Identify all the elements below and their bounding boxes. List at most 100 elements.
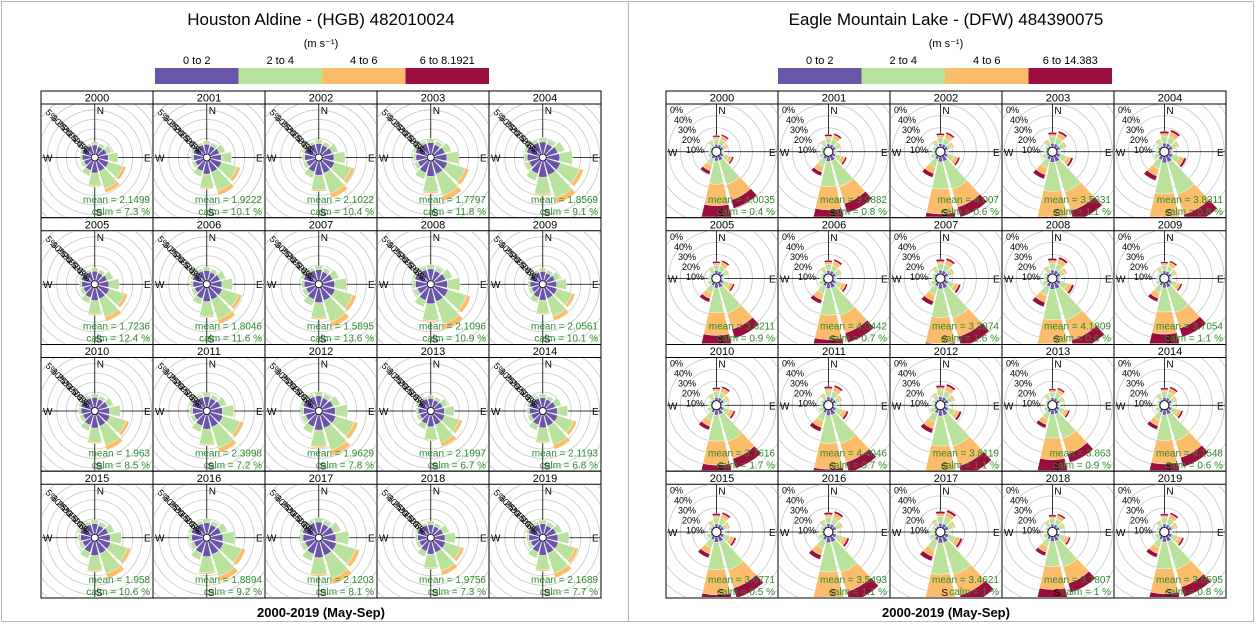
calm-circle [1047,527,1058,537]
panel-calm: calm = 1.6 % [941,334,999,345]
chart-title: Eagle Mountain Lake - (DFW) 484390075 [789,10,1104,29]
rose-wedge [456,167,470,186]
panel-mean: mean = 2.1689 [531,575,598,586]
panel-mean: mean = 1.963 [89,448,151,459]
rose-wedge [818,153,825,159]
ring-label: 10% [910,145,928,155]
ring-label: 30% [1126,379,1144,389]
rose-wedge [945,131,955,139]
rose-wedge [83,521,91,528]
compass-n: N [97,360,104,371]
rose-wedge [202,518,212,524]
compass-w: W [491,153,501,164]
compass-w: W [1116,275,1126,286]
rose-wedge [724,142,730,149]
rose-wedge [930,280,937,286]
rose-wedge [523,143,531,153]
panel-calm: calm = 7.3 % [428,587,486,598]
ring-label: 0% [1118,232,1131,242]
calm-circle [202,533,211,542]
rose-wedge [1048,388,1057,392]
rose-wedge [552,436,571,450]
compass-s: S [96,461,103,472]
rose-wedge [534,569,551,572]
panel-calm: calm = 0.9 % [1053,460,1111,471]
rose-wedge [411,270,419,280]
rose-wedge [1041,153,1049,160]
rose-wedge [426,138,436,144]
rose-wedge [846,577,879,597]
rose-wedge [526,533,530,542]
compass-s: S [96,335,103,346]
rose-wedge [232,420,245,438]
rose-wedge [78,541,86,550]
rose-wedge [78,398,85,407]
rose-wedge [415,399,421,408]
rose-wedge [708,526,713,531]
rose-wedge [959,580,994,597]
rose-wedge [439,398,449,408]
panel-calm: calm = 7.3 % [92,207,150,218]
ring-label: 0% [670,105,683,115]
rose-wedge [919,550,934,562]
rose-wedge [104,309,122,322]
ring-label: 30% [1014,252,1032,262]
rose-wedge [1044,530,1047,535]
ring-label: 20% [906,135,924,145]
rose-wedge [202,392,212,398]
panel-year: 2006 [822,219,846,231]
compass-e: E [1217,401,1224,412]
legend-swatch [155,68,239,84]
panel-year: 2015 [710,473,734,485]
compass-n: N [942,233,949,244]
rose-wedge [1037,318,1068,344]
panel-mean: mean = 4.4046 [820,448,887,459]
rose-wedge [1043,149,1047,154]
rose-wedge [1179,316,1207,338]
rose-wedge [946,276,950,281]
rose-wedge [1064,409,1071,419]
rose-wedge [442,314,464,330]
rose-wedge [564,292,576,308]
rose-wedge [97,143,106,150]
rose-wedge [813,208,844,217]
rose-wedge [538,137,548,143]
rose-wedge [302,160,310,170]
rose-wedge [191,160,199,169]
compass-w: W [491,407,501,418]
ring-label: 40% [674,242,692,252]
panel-calm: calm = 8.1 % [316,587,374,598]
panel-strip [1113,470,1227,485]
panel-year: 2007 [934,219,958,231]
rose-wedge [77,533,82,542]
rose-wedge [190,549,203,561]
rose-wedge [1149,332,1180,344]
panel-mean: mean = 2.0561 [531,322,598,333]
rose-wedge [931,276,935,281]
compass-n: N [942,360,949,371]
compass-e: E [368,280,375,291]
compass-e: E [1105,528,1112,539]
rose-wedge [79,287,87,295]
rose-wedge [836,142,842,149]
rose-wedge [189,398,196,407]
compass-s: S [544,461,551,472]
rose-wedge [299,523,307,533]
rose-wedge [706,279,713,286]
rose-wedge [195,268,203,275]
rose-wedge [221,278,233,291]
rose-wedge [305,519,315,527]
rose-wedge [720,134,730,140]
panel-calm: calm = 10.1 % [534,334,598,345]
ring-label: 30% [902,252,920,262]
rose-wedge [189,406,193,416]
rose-wedge [712,261,721,264]
rose-wedge [188,524,196,534]
